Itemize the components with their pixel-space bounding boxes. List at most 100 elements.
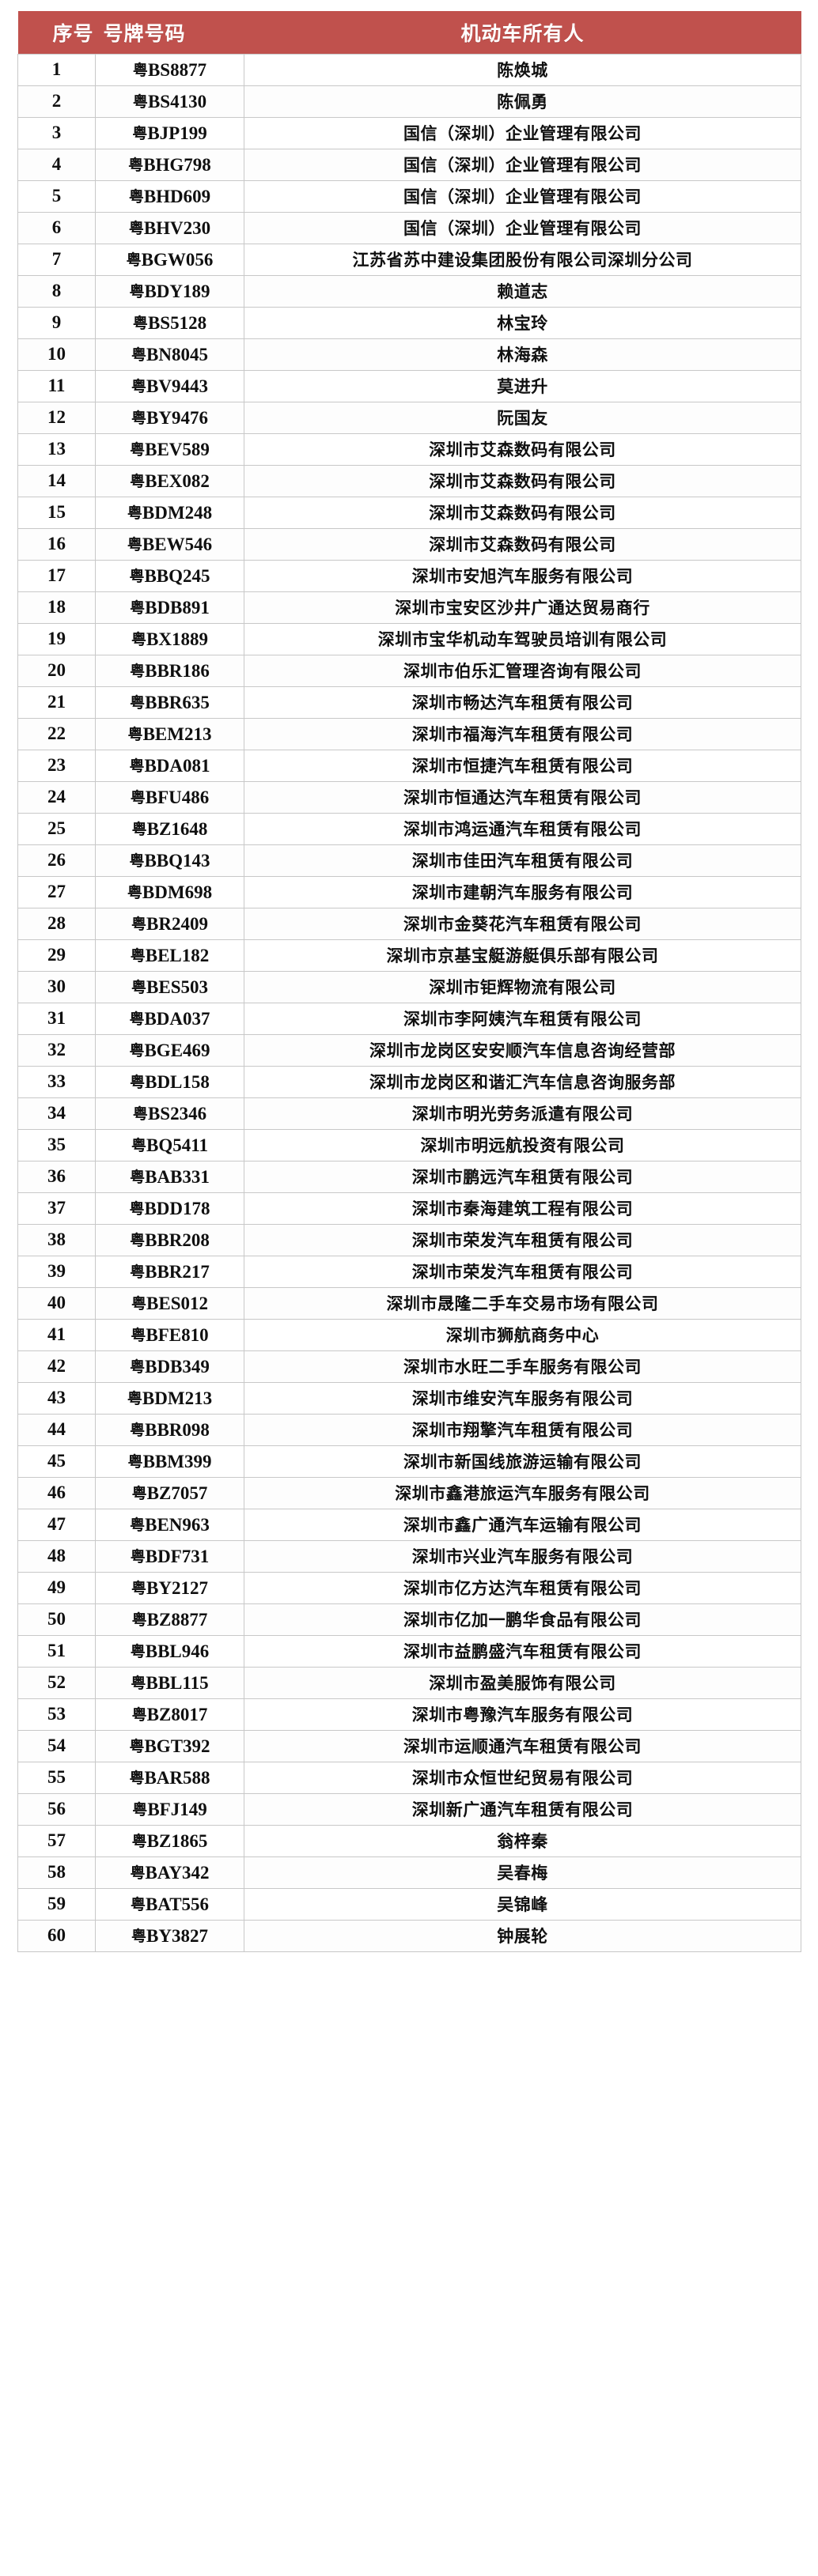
cell-index: 36 bbox=[17, 1160, 96, 1193]
cell-index: 45 bbox=[17, 1445, 96, 1478]
plate-province-prefix: 粤 bbox=[130, 472, 146, 490]
cell-owner-name: 深圳市佳田汽车租赁有限公司 bbox=[244, 844, 801, 877]
cell-index: 41 bbox=[17, 1318, 96, 1351]
cell-owner-name: 深圳市翔擎汽车租赁有限公司 bbox=[244, 1413, 801, 1446]
column-header-plate: 号牌号码 bbox=[95, 11, 244, 54]
table-row: 37 粤BDD178 深圳市秦海建筑工程有限公司 bbox=[17, 1192, 801, 1225]
cell-owner-name: 深圳市鹏远汽车租赁有限公司 bbox=[244, 1160, 801, 1193]
cell-owner-name: 深圳市建朝汽车服务有限公司 bbox=[244, 875, 801, 908]
cell-plate-number: 粤BDM248 bbox=[95, 496, 244, 529]
cell-plate-number: 粤BHD609 bbox=[95, 179, 244, 213]
cell-index: 48 bbox=[17, 1539, 96, 1573]
cell-index: 49 bbox=[17, 1571, 96, 1604]
cell-owner-name: 深圳市益鹏盛汽车租赁有限公司 bbox=[244, 1634, 801, 1668]
cell-owner-name: 莫进升 bbox=[244, 369, 801, 402]
cell-plate-number: 粤BDF731 bbox=[95, 1539, 244, 1573]
table-row: 38 粤BBR208 深圳市荣发汽车租赁有限公司 bbox=[17, 1223, 801, 1256]
table-row: 13 粤BEV589 深圳市艾森数码有限公司 bbox=[17, 432, 801, 466]
cell-index: 59 bbox=[17, 1887, 96, 1921]
plate-province-prefix: 粤 bbox=[132, 314, 148, 332]
cell-index: 14 bbox=[17, 464, 96, 497]
cell-index: 47 bbox=[17, 1508, 96, 1541]
cell-index: 35 bbox=[17, 1128, 96, 1161]
cell-index: 27 bbox=[17, 875, 96, 908]
cell-index: 2 bbox=[17, 85, 96, 118]
table-row: 25 粤BZ1648 深圳市鸿运通汽车租赁有限公司 bbox=[17, 812, 801, 845]
cell-plate-number: 粤BZ8017 bbox=[95, 1698, 244, 1731]
table-body: 1 粤BS8877 陈焕城 2 粤BS4130 陈佩勇 3 粤BJP199 国信（深圳）企业管理… bbox=[17, 53, 801, 1952]
cell-owner-name: 吴锦峰 bbox=[244, 1887, 801, 1921]
table-row: 16 粤BEW546 深圳市艾森数码有限公司 bbox=[17, 527, 801, 561]
table-row: 57 粤BZ1865 翁梓秦 bbox=[17, 1824, 801, 1857]
table-row: 17 粤BBQ245 深圳市安旭汽车服务有限公司 bbox=[17, 559, 801, 592]
cell-owner-name: 深圳市维安汽车服务有限公司 bbox=[244, 1381, 801, 1415]
cell-owner-name: 深圳市明光劳务派遣有限公司 bbox=[244, 1097, 801, 1130]
cell-plate-number: 粤BR2409 bbox=[95, 907, 244, 940]
cell-plate-number: 粤BQ5411 bbox=[95, 1128, 244, 1161]
cell-plate-number: 粤BY9476 bbox=[95, 401, 244, 434]
cell-plate-number: 粤BGE469 bbox=[95, 1033, 244, 1067]
cell-owner-name: 深圳市艾森数码有限公司 bbox=[244, 527, 801, 561]
cell-plate-number: 粤BES012 bbox=[95, 1286, 244, 1320]
plate-province-prefix: 粤 bbox=[131, 1927, 147, 1945]
cell-plate-number: 粤BES503 bbox=[95, 970, 244, 1003]
cell-index: 33 bbox=[17, 1065, 96, 1098]
table-row: 26 粤BBQ143 深圳市佳田汽车租赁有限公司 bbox=[17, 844, 801, 877]
plate-province-prefix: 粤 bbox=[130, 1231, 146, 1249]
plate-province-prefix: 粤 bbox=[130, 1642, 146, 1660]
cell-plate-number: 粤BY2127 bbox=[95, 1571, 244, 1604]
cell-index: 25 bbox=[17, 812, 96, 845]
cell-owner-name: 深圳市宝安区沙井广通达贸易商行 bbox=[244, 591, 801, 624]
cell-plate-number: 粤BEL182 bbox=[95, 939, 244, 972]
cell-plate-number: 粤BEX082 bbox=[95, 464, 244, 497]
plate-province-prefix: 粤 bbox=[129, 1010, 145, 1028]
cell-plate-number: 粤BDB349 bbox=[95, 1350, 244, 1383]
plate-province-prefix: 粤 bbox=[130, 1516, 146, 1534]
cell-plate-number: 粤BEV589 bbox=[95, 432, 244, 466]
cell-plate-number: 粤BZ1648 bbox=[95, 812, 244, 845]
cell-index: 50 bbox=[17, 1603, 96, 1636]
cell-plate-number: 粤BBQ245 bbox=[95, 559, 244, 592]
table-row: 5 粤BHD609 国信（深圳）企业管理有限公司 bbox=[17, 179, 801, 213]
plate-province-prefix: 粤 bbox=[129, 757, 145, 775]
table-row: 9 粤BS5128 林宝玲 bbox=[17, 306, 801, 339]
table-row: 11 粤BV9443 莫进升 bbox=[17, 369, 801, 402]
cell-index: 1 bbox=[17, 53, 96, 86]
cell-index: 20 bbox=[17, 654, 96, 687]
cell-owner-name: 深圳市亿加一鹏华食品有限公司 bbox=[244, 1603, 801, 1636]
cell-owner-name: 深圳市亿方达汽车租赁有限公司 bbox=[244, 1571, 801, 1604]
plate-province-prefix: 粤 bbox=[131, 1294, 147, 1313]
cell-index: 17 bbox=[17, 559, 96, 592]
plate-province-prefix: 粤 bbox=[131, 1611, 147, 1629]
table-row: 29 粤BEL182 深圳市京基宝艇游艇俱乐部有限公司 bbox=[17, 939, 801, 972]
header-row: 序号 号牌号码 机动车所有人 bbox=[17, 11, 801, 54]
plate-province-prefix: 粤 bbox=[128, 187, 144, 206]
plate-province-prefix: 粤 bbox=[130, 788, 146, 806]
cell-plate-number: 粤BBQ143 bbox=[95, 844, 244, 877]
cell-owner-name: 赖道志 bbox=[244, 274, 801, 308]
cell-owner-name: 深圳市众恒世纪贸易有限公司 bbox=[244, 1761, 801, 1794]
cell-plate-number: 粤BDM213 bbox=[95, 1381, 244, 1415]
cell-owner-name: 深圳市龙岗区安安顺汽车信息咨询经营部 bbox=[244, 1033, 801, 1067]
plate-province-prefix: 粤 bbox=[127, 725, 143, 743]
column-header-owner: 机动车所有人 bbox=[244, 11, 801, 54]
table-row: 39 粤BBR217 深圳市荣发汽车租赁有限公司 bbox=[17, 1255, 801, 1288]
cell-owner-name: 阮国友 bbox=[244, 401, 801, 434]
cell-index: 26 bbox=[17, 844, 96, 877]
cell-owner-name: 深圳市晟隆二手车交易市场有限公司 bbox=[244, 1286, 801, 1320]
table-row: 48 粤BDF731 深圳市兴业汽车服务有限公司 bbox=[17, 1539, 801, 1573]
cell-plate-number: 粤BDA037 bbox=[95, 1002, 244, 1035]
cell-index: 8 bbox=[17, 274, 96, 308]
table-row: 15 粤BDM248 深圳市艾森数码有限公司 bbox=[17, 496, 801, 529]
cell-index: 13 bbox=[17, 432, 96, 466]
cell-owner-name: 深圳市运顺通汽车租赁有限公司 bbox=[244, 1729, 801, 1762]
cell-plate-number: 粤BS4130 bbox=[95, 85, 244, 118]
plate-province-prefix: 粤 bbox=[130, 1864, 146, 1882]
table-row: 24 粤BFU486 深圳市恒通达汽车租赁有限公司 bbox=[17, 780, 801, 814]
plate-province-prefix: 粤 bbox=[130, 1895, 146, 1913]
cell-owner-name: 深圳市鑫港旅运汽车服务有限公司 bbox=[244, 1476, 801, 1509]
cell-index: 34 bbox=[17, 1097, 96, 1130]
cell-owner-name: 深圳市艾森数码有限公司 bbox=[244, 432, 801, 466]
plate-province-prefix: 粤 bbox=[128, 219, 144, 237]
